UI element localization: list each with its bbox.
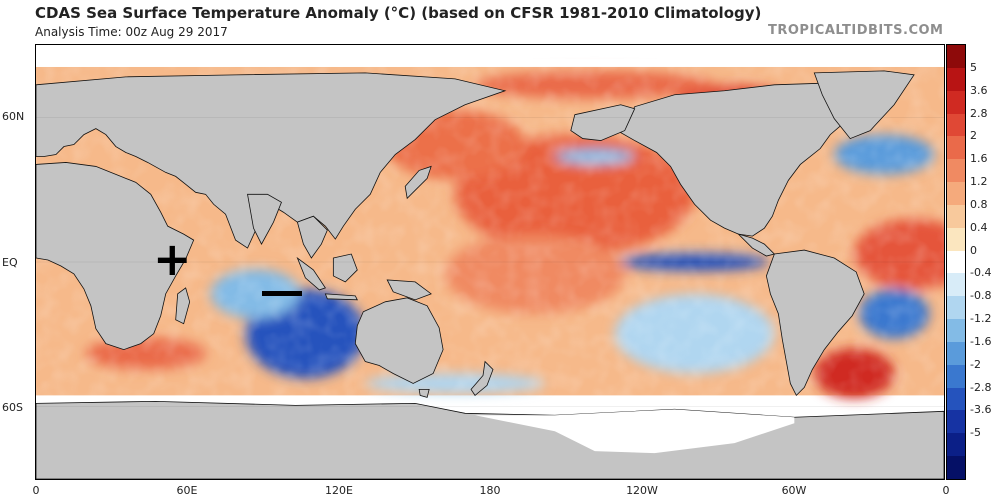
colorbar-swatch	[947, 296, 965, 320]
japan-land	[404, 165, 432, 200]
colorbar-tick-label: -5	[970, 426, 981, 440]
colorbar-swatch	[947, 410, 965, 434]
colorbar-tick-label: -2	[970, 357, 981, 371]
colorbar-swatch	[947, 387, 965, 411]
graticule	[36, 117, 944, 407]
madagascar-land	[175, 287, 191, 325]
eurasia-land	[36, 72, 507, 249]
map-title: CDAS Sea Surface Temperature Anomaly (°C…	[35, 4, 762, 22]
new-zealand-land	[470, 360, 494, 396]
colorbar-swatch	[947, 250, 965, 274]
lat-label-60n: 60N	[2, 110, 25, 123]
lon-label-180: 180	[479, 484, 501, 497]
site-credit: TROPICALTIDBITS.COM	[768, 23, 944, 38]
colorbar-tick-label: 2.8	[970, 106, 988, 120]
colorbar-tick-label: 3.6	[970, 83, 988, 97]
plus-annotation: +	[153, 232, 192, 286]
sea-ice-ross	[475, 409, 795, 454]
colorbar-tick-label: -3.6	[970, 403, 992, 417]
colorbar-tick-label: -1.2	[970, 312, 992, 326]
colorbar-tick-label: 5	[970, 60, 977, 74]
colorbar-tick-label: -2.8	[970, 380, 992, 394]
lon-label-60w: 60W	[781, 484, 807, 497]
minus-annotation	[262, 291, 302, 296]
lon-label-0-right: 0	[942, 484, 950, 497]
colorbar-tick-label: 0.4	[970, 220, 988, 234]
colorbar-tick-label: 2	[970, 129, 977, 143]
colorbar-swatch	[947, 45, 965, 68]
colorbar-swatch	[947, 113, 965, 137]
colorbar-tick-label: 1.2	[970, 175, 988, 189]
colorbar-tick-label: 0.8	[970, 197, 988, 211]
borneo-land	[332, 253, 358, 283]
greenland-land	[813, 70, 915, 140]
colorbar-tick-label: 1.6	[970, 152, 988, 166]
new-guinea-land	[386, 279, 432, 301]
colorbar-swatch	[947, 204, 965, 228]
colorbar-swatch	[947, 90, 965, 114]
java-land	[324, 293, 358, 301]
sumatra-land	[296, 256, 326, 291]
arctic-ice-band	[36, 58, 944, 67]
colorbar-swatch	[947, 182, 965, 206]
sst-anomaly-map	[35, 44, 945, 480]
colorbar-swatch	[947, 319, 965, 343]
indochina-land	[296, 215, 328, 259]
colorbar-tick-label: -0.8	[970, 289, 992, 303]
lon-label-120e: 120E	[325, 484, 353, 497]
analysis-time: Analysis Time: 00z Aug 29 2017	[35, 25, 228, 39]
colorbar-tick-label: -1.6	[970, 334, 992, 348]
colorbar	[946, 44, 966, 480]
lon-label-60e: 60E	[176, 484, 198, 497]
colorbar-swatch	[947, 227, 965, 251]
lon-label-0-left: 0	[32, 484, 40, 497]
colorbar-tick-label: -0.4	[970, 266, 992, 280]
india-land	[247, 193, 282, 245]
colorbar-swatch	[947, 159, 965, 183]
colorbar-tick-label: 0	[970, 243, 977, 257]
colorbar-swatch	[947, 456, 965, 480]
colorbar-swatch	[947, 364, 965, 388]
lat-label-60s: 60S	[2, 401, 23, 414]
colorbar-swatch	[947, 341, 965, 365]
lon-label-120w: 120W	[626, 484, 658, 497]
lat-label-eq: EQ	[2, 256, 18, 269]
tasmania-land	[418, 389, 430, 398]
colorbar-swatch	[947, 136, 965, 160]
south-america-land	[765, 249, 865, 397]
colorbar-swatch	[947, 67, 965, 91]
colorbar-swatch	[947, 273, 965, 297]
alaska-land	[570, 104, 636, 141]
africa-land	[36, 162, 195, 351]
australia-land	[354, 297, 444, 384]
colorbar-swatch	[947, 433, 965, 457]
